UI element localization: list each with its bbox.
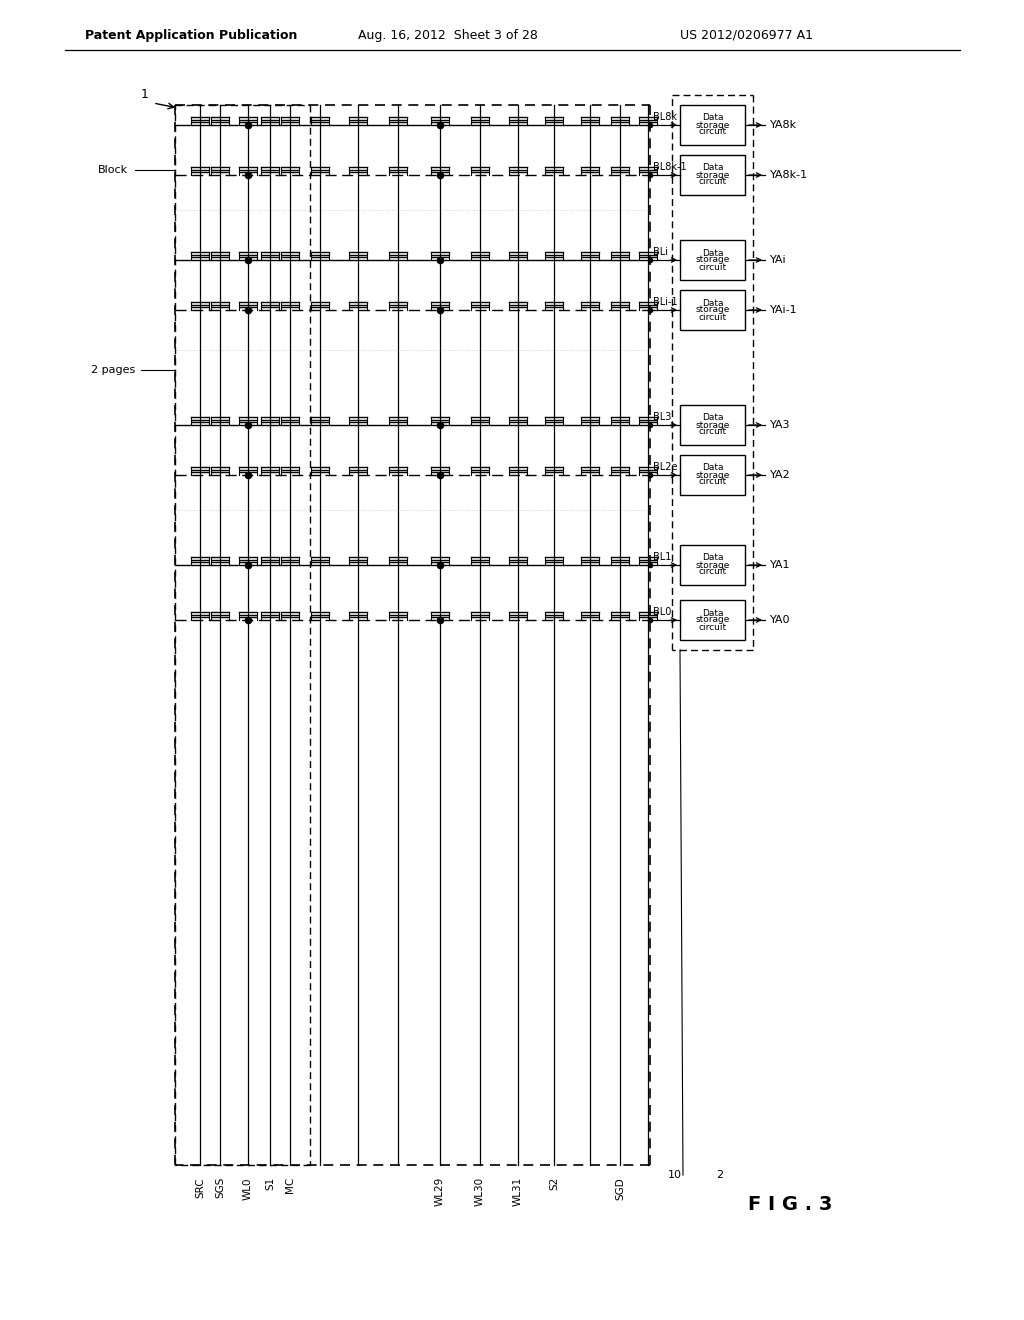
Text: 2 pages: 2 pages	[91, 366, 135, 375]
Text: YAi: YAi	[770, 255, 786, 265]
Text: BLi: BLi	[653, 247, 668, 257]
Text: YA2: YA2	[770, 470, 791, 480]
Text: SRC: SRC	[195, 1177, 205, 1197]
Text: 10: 10	[668, 1170, 682, 1180]
Text: BL0: BL0	[653, 607, 672, 616]
Text: SGS: SGS	[215, 1177, 225, 1199]
Text: Data: Data	[701, 298, 723, 308]
Bar	[680, 405, 745, 445]
Text: WL31: WL31	[513, 1177, 523, 1206]
Text: YA0: YA0	[770, 615, 791, 624]
Text: BL8k-1: BL8k-1	[653, 162, 687, 172]
Text: Data: Data	[701, 413, 723, 422]
Text: Data: Data	[701, 609, 723, 618]
Text: WL0: WL0	[243, 1177, 253, 1200]
Text: BL3: BL3	[653, 412, 672, 422]
Text: YA8k-1: YA8k-1	[770, 170, 808, 180]
Text: YA1: YA1	[770, 560, 791, 570]
Text: storage: storage	[695, 615, 730, 624]
Bar	[680, 455, 745, 495]
Text: storage: storage	[695, 561, 730, 569]
Text: BL1: BL1	[653, 552, 672, 562]
Bar	[680, 290, 745, 330]
Text: circuit: circuit	[698, 263, 727, 272]
Text: US 2012/0206977 A1: US 2012/0206977 A1	[680, 29, 813, 41]
Bar	[680, 240, 745, 280]
Text: Data: Data	[701, 164, 723, 173]
Text: storage: storage	[695, 256, 730, 264]
Bar	[680, 601, 745, 640]
Text: SGD: SGD	[615, 1177, 625, 1200]
Text: BLi-1: BLi-1	[653, 297, 678, 308]
Text: circuit: circuit	[698, 128, 727, 136]
Text: WL29: WL29	[435, 1177, 445, 1206]
Text: Data: Data	[701, 463, 723, 473]
Text: YA8k: YA8k	[770, 120, 797, 129]
Text: storage: storage	[695, 470, 730, 479]
Text: storage: storage	[695, 305, 730, 314]
Text: Data: Data	[701, 114, 723, 123]
Text: S1: S1	[265, 1177, 275, 1191]
Text: YA3: YA3	[770, 420, 791, 430]
Bar	[680, 154, 745, 195]
Text: circuit: circuit	[698, 568, 727, 577]
Text: Patent Application Publication: Patent Application Publication	[85, 29, 297, 41]
Text: circuit: circuit	[698, 623, 727, 631]
Text: BL2e: BL2e	[653, 462, 678, 473]
Text: storage: storage	[695, 170, 730, 180]
Text: 1: 1	[141, 88, 148, 102]
Text: circuit: circuit	[698, 428, 727, 437]
Bar	[680, 106, 745, 145]
Text: S2: S2	[549, 1177, 559, 1191]
Text: YAi-1: YAi-1	[770, 305, 798, 315]
Bar	[680, 545, 745, 585]
Text: F I G . 3: F I G . 3	[748, 1196, 833, 1214]
Text: Data: Data	[701, 553, 723, 562]
Text: Aug. 16, 2012  Sheet 3 of 28: Aug. 16, 2012 Sheet 3 of 28	[358, 29, 538, 41]
Text: storage: storage	[695, 421, 730, 429]
Text: storage: storage	[695, 120, 730, 129]
Text: MC: MC	[285, 1177, 295, 1193]
Text: Block: Block	[98, 165, 128, 176]
Text: BL8k: BL8k	[653, 112, 677, 121]
Text: circuit: circuit	[698, 177, 727, 186]
Text: 2: 2	[717, 1170, 724, 1180]
Text: Data: Data	[701, 248, 723, 257]
Text: circuit: circuit	[698, 313, 727, 322]
Text: WL30: WL30	[475, 1177, 485, 1206]
Text: circuit: circuit	[698, 478, 727, 487]
